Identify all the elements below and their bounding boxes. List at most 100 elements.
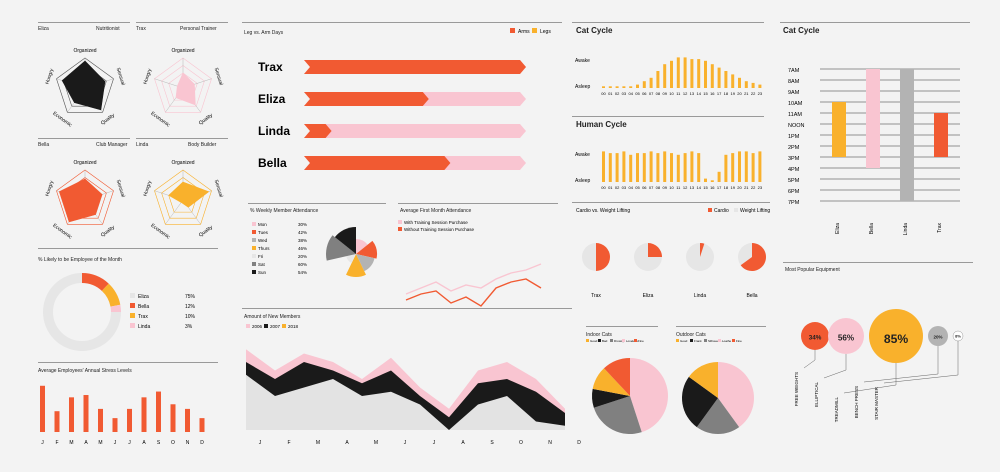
divider — [38, 138, 130, 139]
legend-swatch — [718, 339, 721, 342]
legend-swatch — [532, 28, 537, 33]
cycle-bar — [656, 71, 660, 88]
radar-grid — [154, 169, 212, 225]
cycle-bar — [697, 153, 701, 182]
divider — [248, 203, 386, 204]
cycle-bar — [704, 178, 707, 182]
cycle-bar — [663, 151, 667, 182]
newmembers-area-2018 — [246, 374, 565, 430]
legend-swatch — [252, 230, 256, 234]
donut-slice-eliza — [43, 273, 121, 351]
radar-axis-label: Organized — [73, 48, 96, 54]
cycle-hour-label: 03 — [622, 185, 627, 190]
catcycle2-bar — [934, 113, 948, 157]
weekly-chart: Mon 30% Tues 42% Wed 38% Thurs 46% Fri 20% Sat 60% S… — [252, 222, 377, 277]
legend-label: Bad — [602, 339, 608, 343]
legend-swatch — [130, 323, 135, 328]
weekly-value: 20% — [298, 254, 307, 259]
radar-axis-label: Hungry — [142, 68, 153, 86]
cycle-bar — [629, 154, 633, 182]
legend-swatch — [252, 254, 256, 258]
legend-label: Loathe — [722, 339, 732, 343]
equipment-label: STAIR MASTER — [874, 386, 879, 420]
cycle-hour-label: 16 — [710, 91, 715, 96]
cycle-bar — [690, 59, 694, 88]
cycle-bar — [731, 74, 735, 88]
weekly-value: 54% — [298, 270, 307, 275]
cardio-pie-slice — [740, 243, 766, 271]
cycle-asleep-label: Asleep — [575, 178, 591, 184]
cycle-hour-label: 08 — [656, 185, 661, 190]
cycle-hour-label: 07 — [649, 91, 654, 96]
legend-value: 3% — [185, 324, 193, 330]
radar-role: Personal Trainer — [180, 26, 217, 32]
cycle-bar — [751, 82, 755, 88]
legend-swatch — [252, 246, 256, 250]
indoor-pie-slice — [592, 368, 630, 396]
legend-label: 2007 — [270, 324, 281, 329]
radar-axis-label: Quality — [198, 112, 215, 126]
radar-axis-label: Organized — [171, 160, 194, 166]
weekly-day: Tues — [258, 230, 269, 235]
equipment-connector — [883, 341, 959, 384]
cycle-bar — [758, 151, 762, 182]
divider — [398, 203, 558, 204]
cycle-bar — [676, 154, 680, 182]
radar-trax: Organized Sensual Quality Economic Hungry — [142, 48, 223, 129]
cycle-hour-label: 15 — [703, 185, 708, 190]
radar-axis-label: Quality — [198, 224, 215, 238]
legarm-bar-arms — [304, 156, 451, 170]
legend-swatch — [610, 339, 613, 342]
stress-month-label: J — [41, 440, 44, 446]
legarm-bar-legs — [304, 124, 526, 138]
newmembers-month-label: S — [490, 440, 494, 446]
radar-axis-label: Sensual — [213, 179, 224, 198]
catcycle2-time-label: 5PM — [788, 178, 800, 184]
catcycle2-title: Cat Cycle — [783, 26, 820, 35]
legarm-bar-arms — [304, 92, 429, 106]
stress-bar — [40, 385, 45, 432]
divider — [38, 22, 130, 23]
cycle-hour-label: 06 — [642, 185, 647, 190]
stress-month-label: D — [200, 440, 204, 446]
stress-bar — [185, 408, 190, 432]
equipment-bubble — [828, 318, 864, 354]
cycle-bar — [738, 77, 741, 88]
radar-axis-label: Quality — [100, 224, 117, 238]
cycle-bar — [642, 153, 646, 182]
legend-label: Trax — [138, 314, 148, 320]
radar-role: Body Builder — [188, 142, 217, 148]
cycle-hour-label: 05 — [635, 91, 640, 96]
radar-grid — [56, 57, 114, 113]
legend-swatch — [252, 222, 256, 226]
legend-label: Loveless — [626, 339, 638, 343]
divider — [38, 362, 218, 363]
catcycle-title: Cat Cycle — [576, 26, 613, 35]
cycle-awake-label: Awake — [575, 58, 590, 64]
cardio-pie-slice — [700, 243, 705, 257]
cycle-bar — [697, 59, 701, 88]
legend-value: 12% — [185, 304, 196, 310]
cycle-bar — [636, 153, 639, 182]
catcycle2-bar — [832, 102, 846, 157]
catcycle2-chart: 7AM 8AM 9AM 10AM 11AM NOON 1PM 2PM 3PM 4PM 5PM 6PM 7… — [788, 68, 960, 235]
equipment-connector — [803, 350, 816, 369]
firstmonth-line-with — [405, 263, 542, 295]
radar-axis-label: Organized — [171, 48, 194, 54]
divider — [136, 138, 228, 139]
cycle-hour-label: 21 — [744, 91, 749, 96]
cycle-hour-label: 10 — [669, 185, 674, 190]
cycle-hour-label: 04 — [628, 91, 633, 96]
catcycle2-name: Bella — [869, 223, 875, 234]
cardio-name: Trax — [591, 293, 601, 299]
equipment-value: 56% — [838, 334, 854, 343]
cycle-hour-label: 17 — [717, 91, 722, 96]
catcycle2-time-label: 11AM — [788, 112, 802, 118]
radar-name: Linda — [136, 142, 149, 148]
weekly-slice — [346, 254, 366, 277]
cycle-bar — [704, 60, 707, 88]
cycle-hour-label: 06 — [642, 91, 647, 96]
catcycle2-bar — [900, 69, 914, 201]
cycle-hour-label: 05 — [635, 185, 640, 190]
cycle-bar — [731, 153, 735, 182]
